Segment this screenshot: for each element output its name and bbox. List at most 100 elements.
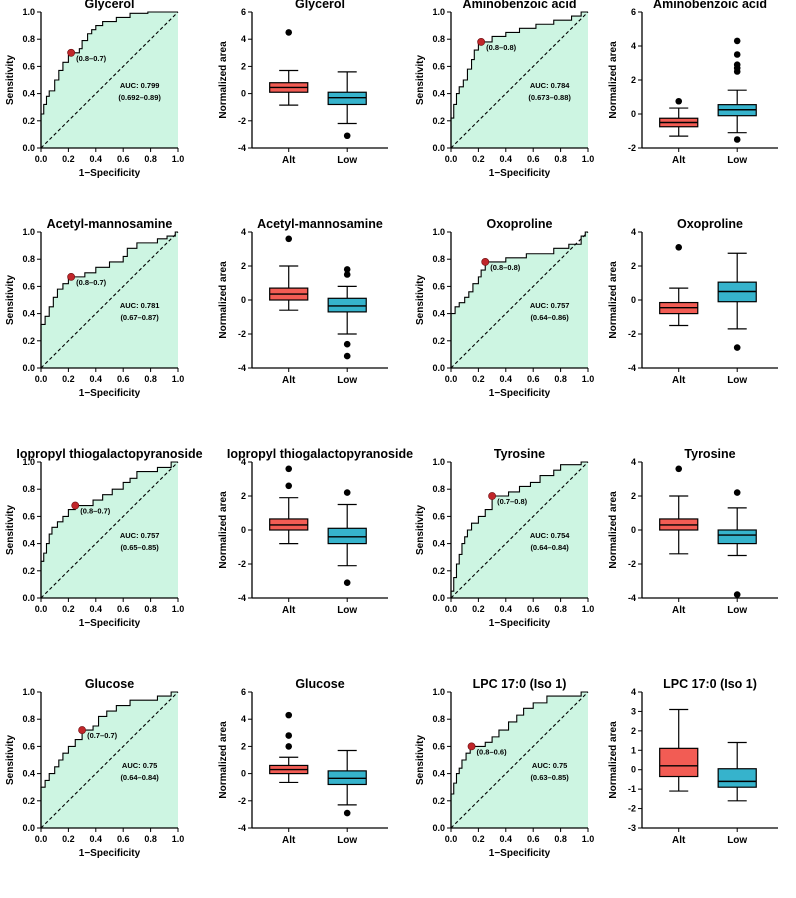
box-group-label: Low bbox=[337, 835, 357, 846]
box-y-tick-label: 2 bbox=[631, 75, 636, 85]
roc-panel: Glucose 0.0 0.2 0.4 0.6 0.8 1.0 0.0 0.2 0.4 0.6 0.8… bbox=[5, 677, 184, 859]
roc-x-tick-label: 0.0 bbox=[445, 374, 458, 384]
roc-curve bbox=[450, 231, 588, 368]
roc-panel: Iopropyl thiogalactopyranoside 0.0 0.2 0.4 0… bbox=[5, 447, 203, 629]
box-group-low: Low bbox=[717, 489, 757, 616]
roc-y-tick-label: 0.6 bbox=[432, 61, 445, 71]
roc-x-axis-label: 1−Specificity bbox=[489, 388, 551, 399]
roc-y-tick-label: 0.2 bbox=[22, 566, 35, 576]
box-panel: Oxoproline -4 -2 0 2 4 Normalized area Alt Low bbox=[608, 217, 778, 386]
box-y-tick-label: 2 bbox=[241, 61, 246, 71]
box-iqr bbox=[717, 768, 757, 788]
roc-auc-ci-label: (0.65–0.85) bbox=[120, 543, 159, 552]
roc-cutoff-label: (0.8–0.8) bbox=[486, 43, 517, 52]
box-y-axis-label: Normalized area bbox=[608, 41, 619, 119]
box-outlier bbox=[675, 97, 683, 105]
roc-x-tick-label: 0.2 bbox=[472, 154, 485, 164]
box-outlier bbox=[285, 29, 293, 36]
roc-y-tick-label: 0.8 bbox=[432, 484, 445, 494]
box-y-tick-label: -4 bbox=[238, 593, 246, 603]
box-y-axis-label: Normalized area bbox=[608, 721, 619, 799]
box-title: Iopropyl thiogalactopyranoside bbox=[227, 447, 413, 461]
roc-x-tick-label: 1.0 bbox=[582, 154, 595, 164]
roc-x-tick-label: 0.0 bbox=[445, 834, 458, 844]
roc-panel: Glycerol 0.0 0.2 0.4 0.6 0.8 1.0 0.0 0.2 0.4 0.6 0.… bbox=[5, 0, 184, 179]
box-y-tick-label: 2 bbox=[241, 741, 246, 751]
roc-x-tick-label: 0.6 bbox=[117, 154, 130, 164]
roc-auc-label: AUC: 0.754 bbox=[530, 531, 570, 540]
roc-x-tick-label: 0.2 bbox=[472, 604, 485, 614]
roc-y-tick-label: 0.2 bbox=[432, 116, 445, 126]
roc-y-axis-label: Sensitivity bbox=[415, 275, 426, 325]
roc-curve bbox=[40, 691, 178, 828]
box-group-alt: Alt bbox=[269, 29, 309, 166]
roc-curve bbox=[40, 11, 178, 148]
box-group-label: Alt bbox=[672, 835, 686, 846]
roc-x-tick-label: 0.4 bbox=[90, 834, 103, 844]
box-y-tick-label: 6 bbox=[631, 7, 636, 17]
box-y-tick-label: 0 bbox=[241, 525, 246, 535]
box-y-tick-label: -4 bbox=[238, 363, 246, 373]
roc-y-tick-label: 0.6 bbox=[432, 741, 445, 751]
box-group-label: Alt bbox=[282, 605, 296, 616]
roc-y-tick-label: 0.2 bbox=[432, 566, 445, 576]
roc-panel: Aminobenzoic acid 0.0 0.2 0.4 0.6 0.8 1.0 0.0 0.… bbox=[415, 0, 594, 179]
roc-y-tick-label: 1.0 bbox=[432, 457, 445, 467]
box-outlier bbox=[343, 132, 351, 140]
roc-auc-ci-label: (0.673–0.88) bbox=[528, 93, 571, 102]
box-group-low: Low bbox=[327, 749, 367, 846]
box-y-tick-label: 6 bbox=[241, 687, 246, 697]
roc-chance-line bbox=[450, 231, 589, 369]
box-group-label: Low bbox=[727, 835, 747, 846]
roc-y-tick-label: 0.0 bbox=[432, 593, 445, 603]
box-y-tick-label: 2 bbox=[631, 491, 636, 501]
box-title: Glycerol bbox=[295, 0, 345, 11]
roc-y-tick-label: 0.8 bbox=[22, 34, 35, 44]
roc-y-tick-label: 0.4 bbox=[22, 89, 35, 99]
box-group-label: Alt bbox=[672, 605, 686, 616]
box-y-tick-label: 0 bbox=[631, 525, 636, 535]
roc-x-tick-label: 1.0 bbox=[172, 154, 185, 164]
box-y-tick-label: 2 bbox=[631, 261, 636, 271]
roc-x-tick-label: 0.6 bbox=[117, 604, 130, 614]
roc-panel: Oxoproline 0.0 0.2 0.4 0.6 0.8 1.0 0.0 0.2 0.4 0.6… bbox=[415, 217, 594, 399]
roc-chance-line bbox=[450, 11, 589, 149]
box-outlier bbox=[285, 743, 293, 750]
roc-y-axis-label: Sensitivity bbox=[5, 55, 16, 105]
roc-y-tick-label: 0.2 bbox=[22, 116, 35, 126]
box-group-label: Low bbox=[727, 605, 747, 616]
box-y-tick-label: 4 bbox=[241, 34, 246, 44]
box-group-low: Low bbox=[327, 266, 367, 386]
roc-cutoff-label: (0.8–0.7) bbox=[80, 507, 111, 516]
box-outlier bbox=[285, 465, 293, 473]
roc-y-tick-label: 1.0 bbox=[432, 7, 445, 17]
roc-auc-label: AUC: 0.799 bbox=[120, 81, 160, 90]
roc-panel: LPC 17:0 (Iso 1) 0.0 0.2 0.4 0.6 0.8 1.0 0.0 0.2… bbox=[415, 677, 594, 859]
box-outlier bbox=[285, 732, 293, 739]
box-iqr bbox=[659, 747, 699, 778]
box-y-axis-label: Normalized area bbox=[608, 491, 619, 569]
roc-x-tick-label: 0.2 bbox=[62, 604, 75, 614]
roc-y-axis-label: Sensitivity bbox=[415, 55, 426, 105]
box-y-tick-label: -4 bbox=[628, 593, 636, 603]
box-outlier bbox=[733, 344, 741, 351]
box-y-tick-label: 0 bbox=[241, 89, 246, 99]
roc-curve bbox=[450, 461, 588, 598]
roc-x-tick-label: 0.2 bbox=[62, 834, 75, 844]
roc-y-tick-label: 0.6 bbox=[22, 61, 35, 71]
roc-auc-label: AUC: 0.757 bbox=[530, 301, 570, 310]
box-panel: Acetyl-mannosamine -4 -2 0 2 4 Normalized area… bbox=[218, 217, 388, 386]
roc-x-tick-label: 0.8 bbox=[554, 834, 567, 844]
box-title: Glucose bbox=[295, 677, 344, 691]
box-y-tick-label: 4 bbox=[241, 457, 246, 467]
roc-y-tick-label: 0.4 bbox=[22, 769, 35, 779]
roc-curve bbox=[450, 691, 588, 828]
box-iqr bbox=[327, 297, 367, 313]
box-outlier bbox=[343, 579, 351, 586]
box-group-low: Low bbox=[717, 252, 757, 386]
roc-x-tick-label: 0.2 bbox=[472, 374, 485, 384]
box-group-low: Low bbox=[717, 741, 757, 846]
roc-y-tick-label: 0.4 bbox=[432, 89, 445, 99]
roc-x-tick-label: 0.4 bbox=[500, 374, 513, 384]
